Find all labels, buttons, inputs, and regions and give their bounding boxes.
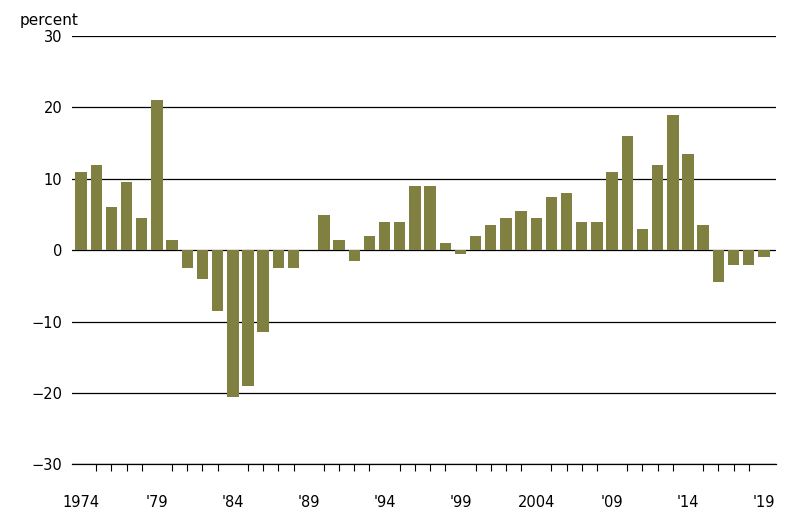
Bar [273, 250, 284, 268]
Bar [500, 218, 512, 250]
Bar [546, 197, 557, 250]
Bar [349, 250, 360, 261]
Bar [258, 250, 269, 332]
Bar [334, 239, 345, 250]
Bar [197, 250, 208, 279]
Bar [212, 250, 223, 311]
Bar [227, 250, 238, 397]
Bar [364, 236, 375, 250]
Bar [591, 222, 602, 250]
Bar [667, 115, 678, 250]
Bar [379, 222, 390, 250]
Bar [136, 218, 147, 250]
Bar [121, 183, 132, 250]
Bar [530, 218, 542, 250]
Bar [288, 250, 299, 268]
Bar [470, 236, 482, 250]
Bar [561, 193, 572, 250]
Bar [728, 250, 739, 265]
Bar [242, 250, 254, 386]
Bar [166, 239, 178, 250]
Bar [318, 215, 330, 250]
Bar [424, 186, 436, 250]
Bar [485, 225, 497, 250]
Bar [151, 100, 162, 250]
Bar [637, 229, 648, 250]
Bar [698, 225, 709, 250]
Bar [439, 243, 451, 250]
Bar [410, 186, 421, 250]
Bar [454, 250, 466, 254]
Bar [743, 250, 754, 265]
Bar [606, 172, 618, 250]
Bar [75, 172, 86, 250]
Bar [713, 250, 724, 282]
Bar [758, 250, 770, 257]
Bar [622, 136, 633, 250]
Bar [515, 211, 526, 250]
Bar [394, 222, 406, 250]
Bar [652, 165, 663, 250]
Bar [576, 222, 587, 250]
Bar [90, 165, 102, 250]
Bar [682, 154, 694, 250]
Bar [106, 207, 117, 250]
Text: percent: percent [19, 12, 78, 27]
Bar [182, 250, 193, 268]
